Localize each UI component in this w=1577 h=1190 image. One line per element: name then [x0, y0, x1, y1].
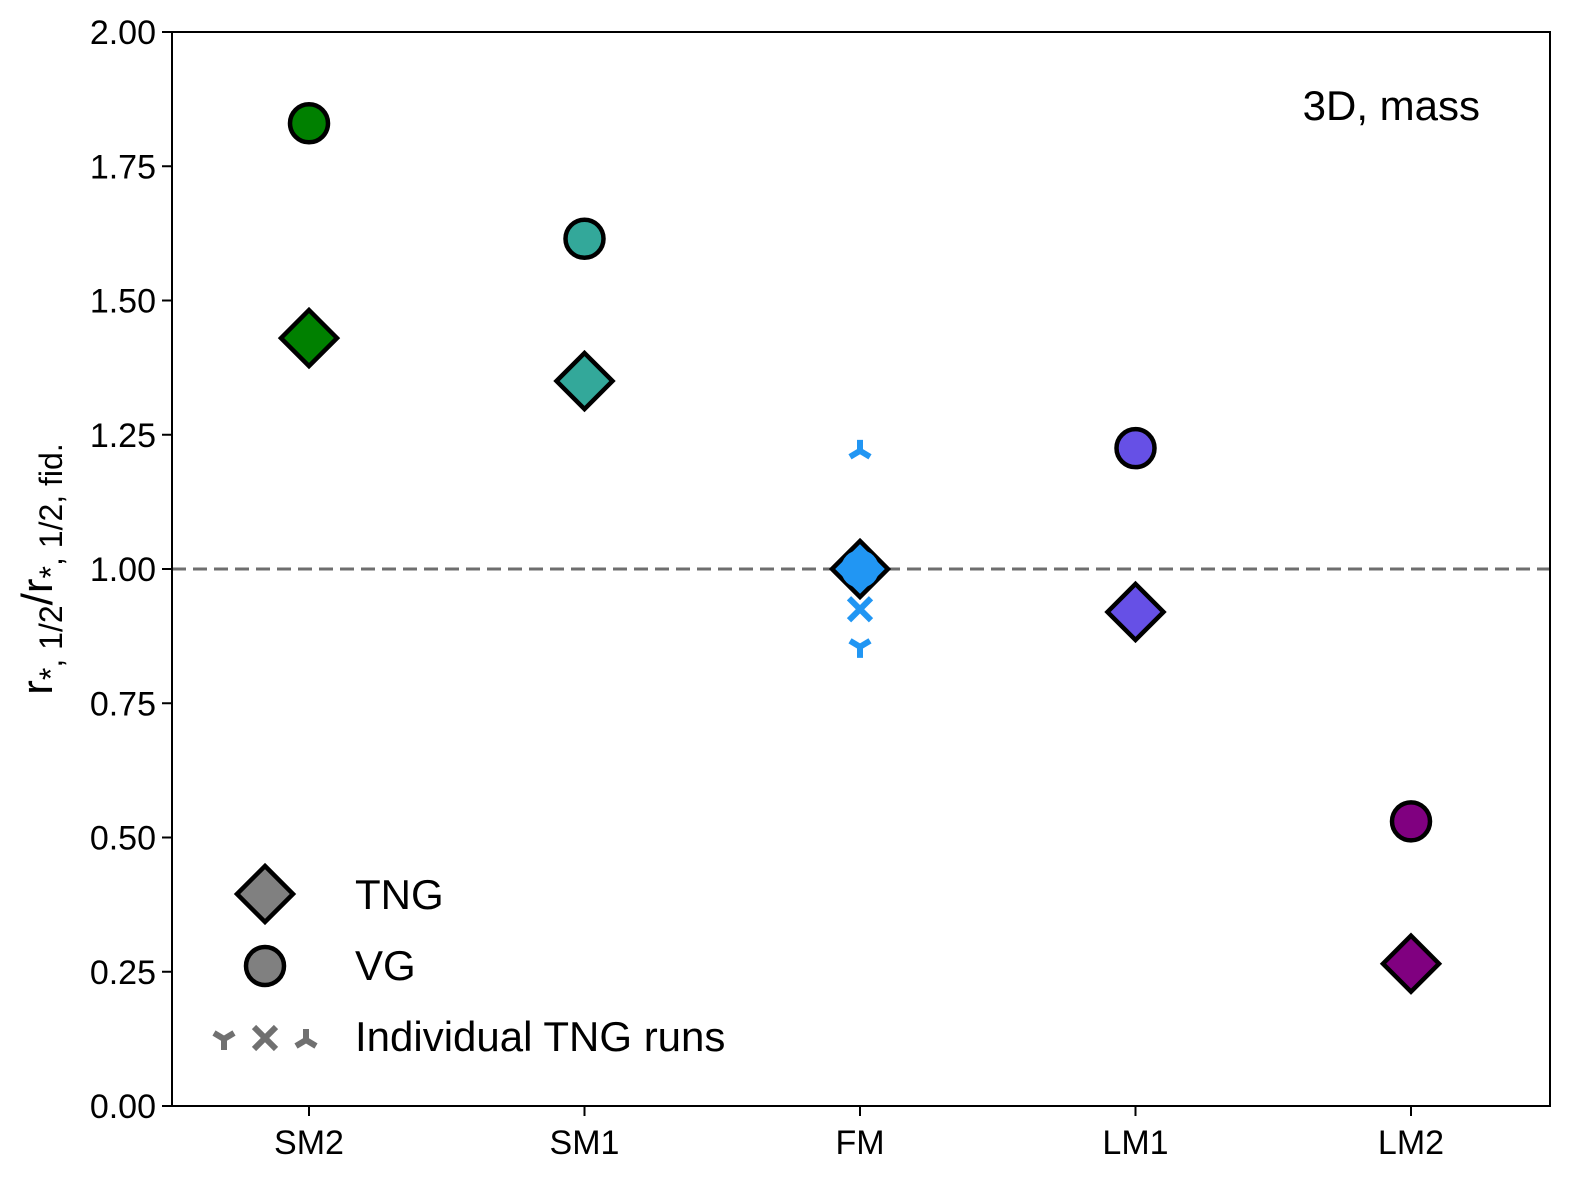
vg-point-sm1: [563, 217, 606, 260]
legend-tri-up-marker: [294, 1029, 318, 1049]
annotation-label: 3D, mass: [1303, 82, 1480, 129]
vg-point-lm1: [1114, 426, 1157, 470]
y-tick-label: 0.50: [90, 820, 156, 858]
tng-point-sm2: [277, 306, 341, 370]
y-tick-label: 1.50: [90, 283, 156, 321]
legend-x-marker: [251, 1024, 279, 1052]
legend-tri-down-marker: [212, 1030, 236, 1050]
x-axis: SM2 SM1 FM LM1 LM2: [274, 1106, 1444, 1162]
x-tick-label: SM2: [274, 1124, 344, 1162]
run-marker-tri_up: [848, 439, 872, 460]
y-axis: 0.00 0.25 0.50 0.75 1.00 1.25 1.50 1.75 2.00: [90, 14, 172, 1126]
y-tick-label: 1.00: [90, 551, 156, 589]
y-tick-label: 0.25: [90, 954, 156, 992]
run-marker-tri_down: [848, 638, 872, 658]
y-tick-label: 0.00: [90, 1088, 156, 1126]
y-axis-label: r*, 1/2/r*, 1/2, fid.: [13, 443, 69, 694]
y-tick-label: 1.25: [90, 417, 156, 455]
vg-point-lm2: [1389, 800, 1433, 843]
tng-point-lm1: [1104, 580, 1167, 644]
legend-vg-marker: [243, 944, 287, 988]
tng-point-sm1: [553, 349, 616, 413]
vg-point-fm: [841, 550, 879, 588]
x-tick-label: FM: [835, 1124, 884, 1162]
legend-tng-label: TNG: [355, 871, 444, 918]
legend-runs-markers: [212, 1024, 318, 1052]
vg-point-sm2: [287, 102, 331, 145]
x-tick-label: LM2: [1378, 1124, 1444, 1162]
y-tick-label: 0.75: [90, 685, 156, 723]
y-tick-label: 2.00: [90, 14, 156, 52]
data-marks: [277, 102, 1443, 995]
x-tick-label: SM1: [550, 1124, 620, 1162]
run-marker-x: [846, 596, 874, 623]
x-tick-label: LM1: [1102, 1124, 1168, 1162]
legend: TNG VG Individual TNG runs: [212, 862, 725, 1060]
legend-runs-label: Individual TNG runs: [355, 1013, 725, 1060]
legend-tng-marker: [233, 862, 297, 926]
tng-point-lm2: [1379, 932, 1443, 995]
plot-frame: [171, 31, 1551, 1107]
y-tick-label: 1.75: [90, 148, 156, 186]
legend-vg-label: VG: [355, 942, 416, 989]
